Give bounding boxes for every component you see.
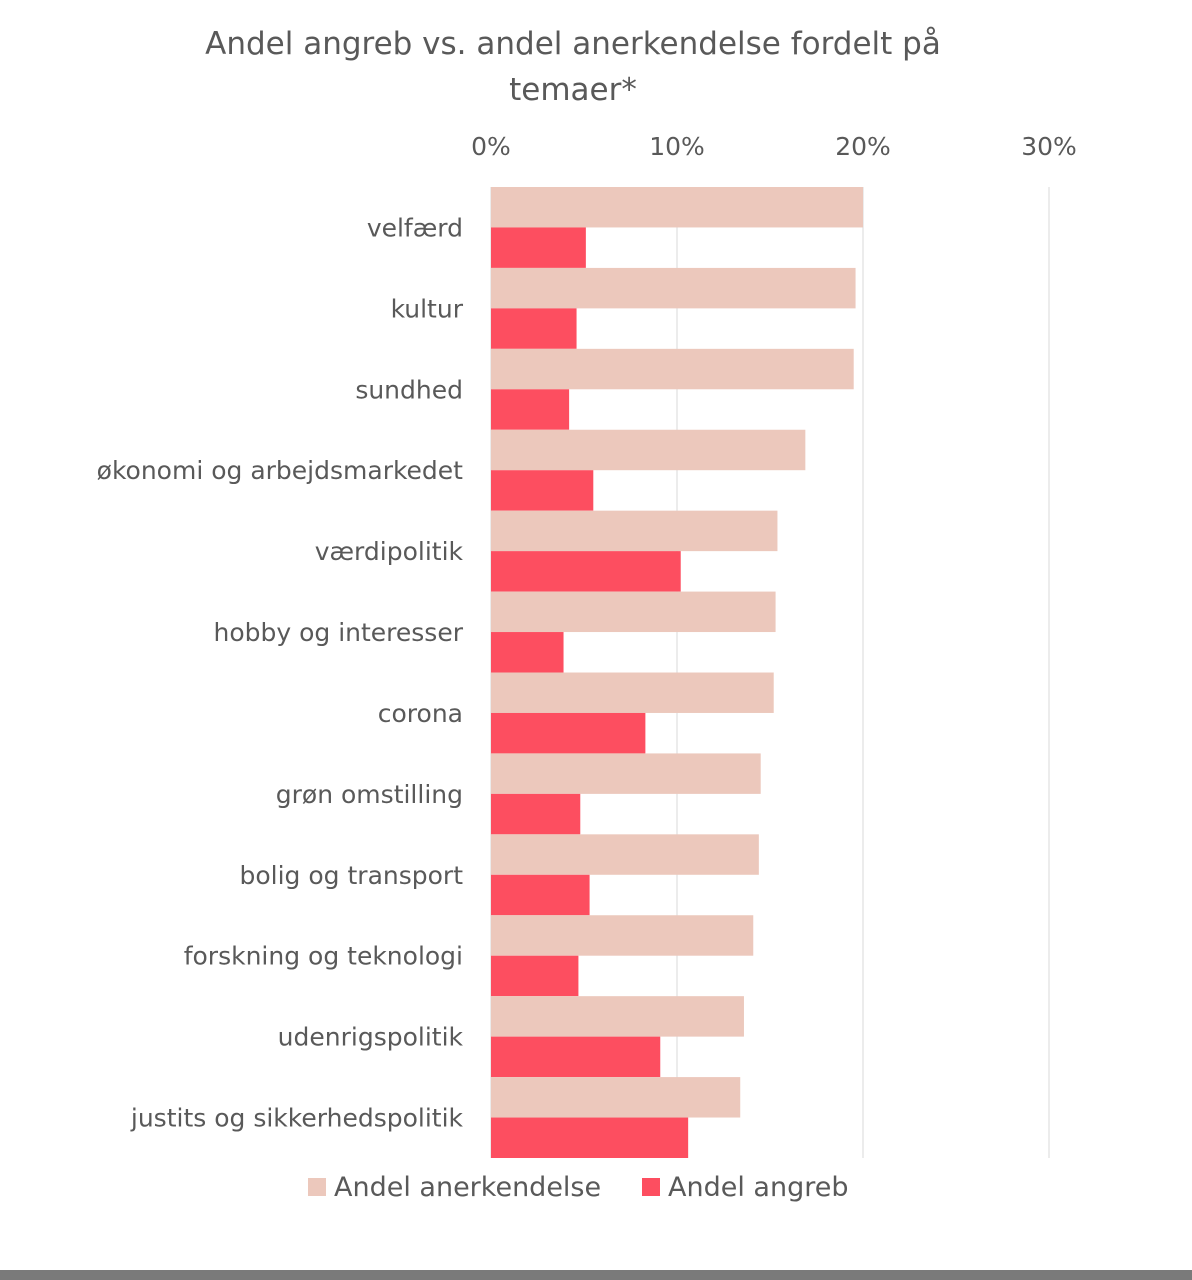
bar-anerkendelse [491,429,806,471]
bar-angreb [491,470,594,511]
bar-angreb [491,389,570,430]
bar-angreb [491,308,577,349]
bar-anerkendelse [491,672,774,713]
x-tick-label: 0% [471,132,511,161]
category-label: udenrigspolitik [278,1023,464,1052]
bar-anerkendelse [491,753,761,794]
category-label: bolig og transport [240,861,464,890]
bar-angreb [491,551,681,592]
category-labels: velfærd kultur sundhed økonomi og arbejdsma… [97,213,464,1132]
x-tick-label: 20% [835,132,891,161]
bar-angreb [491,874,590,916]
bar-angreb [491,793,581,835]
bar-anerkendelse [491,834,759,875]
bars [491,187,863,1158]
legend-swatch [308,1178,326,1196]
bar-anerkendelse [491,996,744,1037]
bar-angreb [491,227,586,268]
category-label: velfærd [367,213,463,242]
chart-title-line-2: temaer* [509,72,637,108]
bar-anerkendelse [491,915,754,956]
legend: Andel anerkendelse Andel angreb [308,1172,848,1203]
bar-angreb [491,712,646,754]
legend-label: Andel angreb [668,1172,848,1203]
x-tick-label: 30% [1021,132,1077,161]
category-label: grøn omstilling [276,780,463,809]
legend-label: Andel anerkendelse [334,1172,601,1203]
chart-title-line-1: Andel angreb vs. andel anerkendelse ford… [205,26,941,62]
category-label: corona [378,699,463,728]
bottom-bar [0,1270,1192,1280]
bar-anerkendelse [491,267,856,309]
bar-anerkendelse [491,187,863,228]
legend-swatch [642,1178,660,1196]
bar-angreb [491,1117,689,1158]
bar-anerkendelse [491,510,778,552]
bar-anerkendelse [491,348,854,390]
x-axis-ticks: 0% 10% 20% 30% [471,132,1077,161]
category-label: økonomi og arbejdsmarkedet [97,456,464,485]
bar-angreb [491,632,564,673]
category-label: sundhed [355,375,463,404]
category-label: hobby og interesser [213,618,463,647]
bar-anerkendelse [491,591,776,633]
x-tick-label: 10% [649,132,705,161]
bar-anerkendelse [491,1077,741,1118]
category-label: forskning og teknologi [184,942,463,971]
bar-angreb [491,955,579,997]
category-label: justits og sikkerhedspolitik [130,1104,464,1133]
category-label: kultur [391,294,464,323]
bar-angreb [491,1036,661,1078]
category-label: værdipolitik [315,537,464,566]
